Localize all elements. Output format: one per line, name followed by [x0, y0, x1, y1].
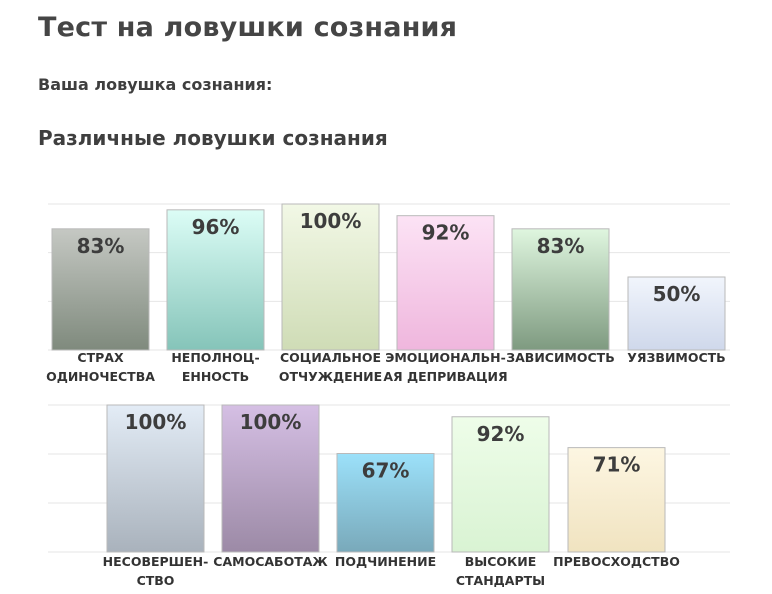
category-label: НЕСОВЕРШЕН-	[103, 554, 209, 569]
bar-value-label: 100%	[125, 410, 187, 434]
chart-1: 83% СТРАХ ОДИНОЧЕСТВА 96% НЕПОЛНОЦ- ЕННОСТЬ 10…	[46, 203, 730, 384]
bar-value-label: 83%	[537, 234, 585, 258]
category-label: АЯ ДЕПРИВАЦИЯ	[383, 369, 507, 384]
bar-value-label: 100%	[240, 410, 302, 434]
bar-value-label: 96%	[192, 215, 240, 239]
bar	[627, 276, 726, 351]
category-label: ЕННОСТЬ	[182, 369, 249, 384]
category-label: ОТЧУЖДЕНИЕ	[279, 369, 382, 384]
category-label: ЗАВИСИМОСТЬ	[506, 350, 614, 365]
bar	[166, 209, 265, 351]
bar	[511, 228, 610, 351]
category-label: СОЦИАЛЬНОЕ	[280, 350, 381, 365]
category-label: СТАНДАРТЫ	[456, 573, 545, 588]
bar-value-label: 50%	[653, 282, 701, 306]
category-label: УЯЗВИМОСТЬ	[627, 350, 725, 365]
bar	[396, 215, 495, 351]
category-label: ПОДЧИНЕНИЕ	[335, 554, 436, 569]
category-label: НЕПОЛНОЦ-	[171, 350, 259, 365]
category-label: САМОСАБОТАЖ	[213, 554, 328, 569]
bar-value-label: 100%	[300, 209, 362, 233]
bar	[51, 228, 150, 351]
category-label: ОДИНОЧЕСТВА	[46, 369, 155, 384]
bar	[281, 203, 380, 351]
category-label: СТВО	[137, 573, 175, 588]
bar-value-label: 71%	[593, 453, 641, 477]
bar	[451, 416, 550, 553]
bar-value-label: 92%	[422, 221, 470, 245]
bar	[221, 404, 320, 553]
bar	[567, 447, 666, 553]
category-label: СТРАХ	[77, 350, 124, 365]
category-label: ВЫСОКИЕ	[465, 554, 537, 569]
result-label: Ваша ловушка сознания:	[38, 75, 273, 94]
bar-value-label: 67%	[362, 459, 410, 483]
category-label: ПРЕВОСХОДСТВО	[553, 554, 680, 569]
page-title: Тест на ловушки сознания	[38, 12, 458, 43]
category-label: ЭМОЦИОНАЛЬН-	[385, 350, 506, 365]
chart-2: 100% НЕСОВЕРШЕН- СТВО 100% САМОСАБОТАЖ 67% ПОД…	[48, 404, 730, 588]
bar	[336, 453, 435, 553]
section-title: Различные ловушки сознания	[38, 126, 388, 150]
bar-value-label: 92%	[477, 422, 525, 446]
bar	[106, 404, 205, 553]
bar-value-label: 83%	[77, 234, 125, 258]
